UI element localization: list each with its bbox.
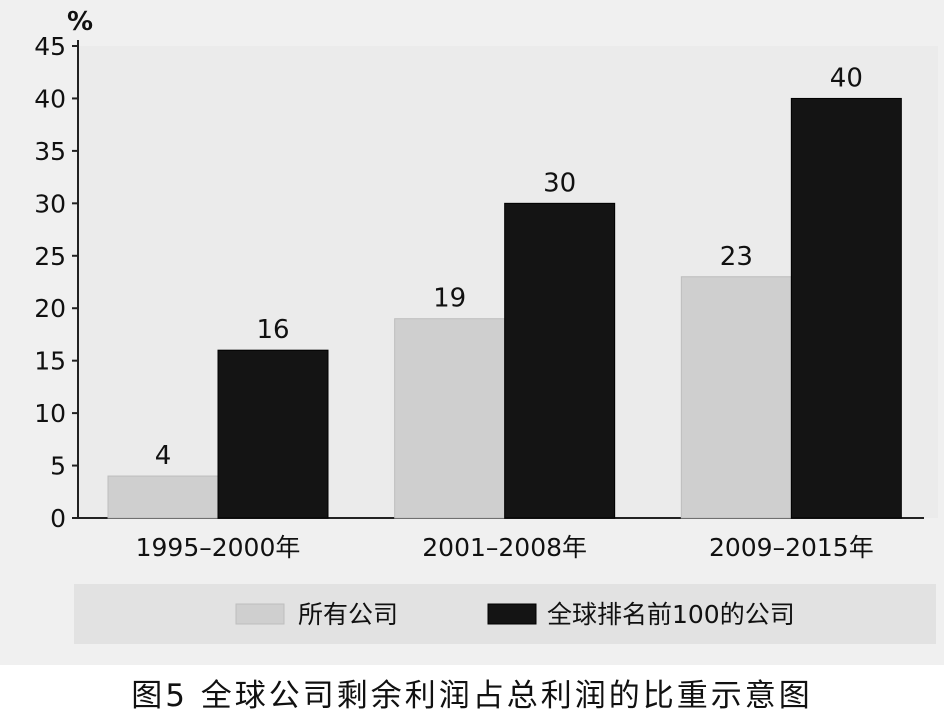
y-tick-label: 25 (34, 242, 66, 271)
data-label: 30 (543, 168, 576, 198)
y-tick-label: 10 (34, 399, 66, 428)
y-tick-label: 35 (34, 137, 66, 166)
y-tick-label: 5 (50, 452, 66, 481)
y-tick-label: 15 (34, 347, 66, 376)
x-category-label: 2009–2015年 (709, 533, 874, 562)
data-labels: 4 16 19 30 23 40 (155, 63, 863, 471)
data-label: 40 (830, 63, 863, 93)
y-axis: 0 5 10 15 20 25 30 35 40 45 (34, 32, 79, 533)
bars (107, 97, 902, 519)
bar-all-companies (107, 475, 219, 519)
bar-top100-companies (217, 349, 329, 519)
y-tick-label: 30 (34, 189, 66, 218)
legend-label: 所有公司 (298, 600, 398, 629)
bar-all-companies (680, 276, 792, 519)
bar-all-companies (394, 318, 506, 519)
x-category-label: 2001–2008年 (422, 533, 587, 562)
data-label: 19 (433, 284, 466, 314)
y-tick-label: 40 (34, 84, 66, 113)
data-label: 23 (720, 242, 753, 272)
y-tick-label: 0 (50, 504, 66, 533)
x-category-label: 1995–2000年 (136, 533, 301, 562)
legend: 所有公司 全球排名前100的公司 (235, 600, 795, 629)
y-tick-label: 45 (34, 32, 66, 61)
bar-top100-companies (790, 97, 902, 519)
figure-caption: 图5 全球公司剩余利润占总利润的比重示意图 (131, 678, 813, 714)
legend-swatch (487, 603, 537, 625)
data-label: 16 (256, 315, 289, 345)
data-label: 4 (155, 441, 172, 471)
y-tick-label: 20 (34, 294, 66, 323)
bar-top100-companies (504, 202, 616, 519)
legend-label: 全球排名前100的公司 (547, 600, 795, 629)
legend-swatch (235, 603, 285, 625)
y-unit-label: % (67, 7, 93, 37)
